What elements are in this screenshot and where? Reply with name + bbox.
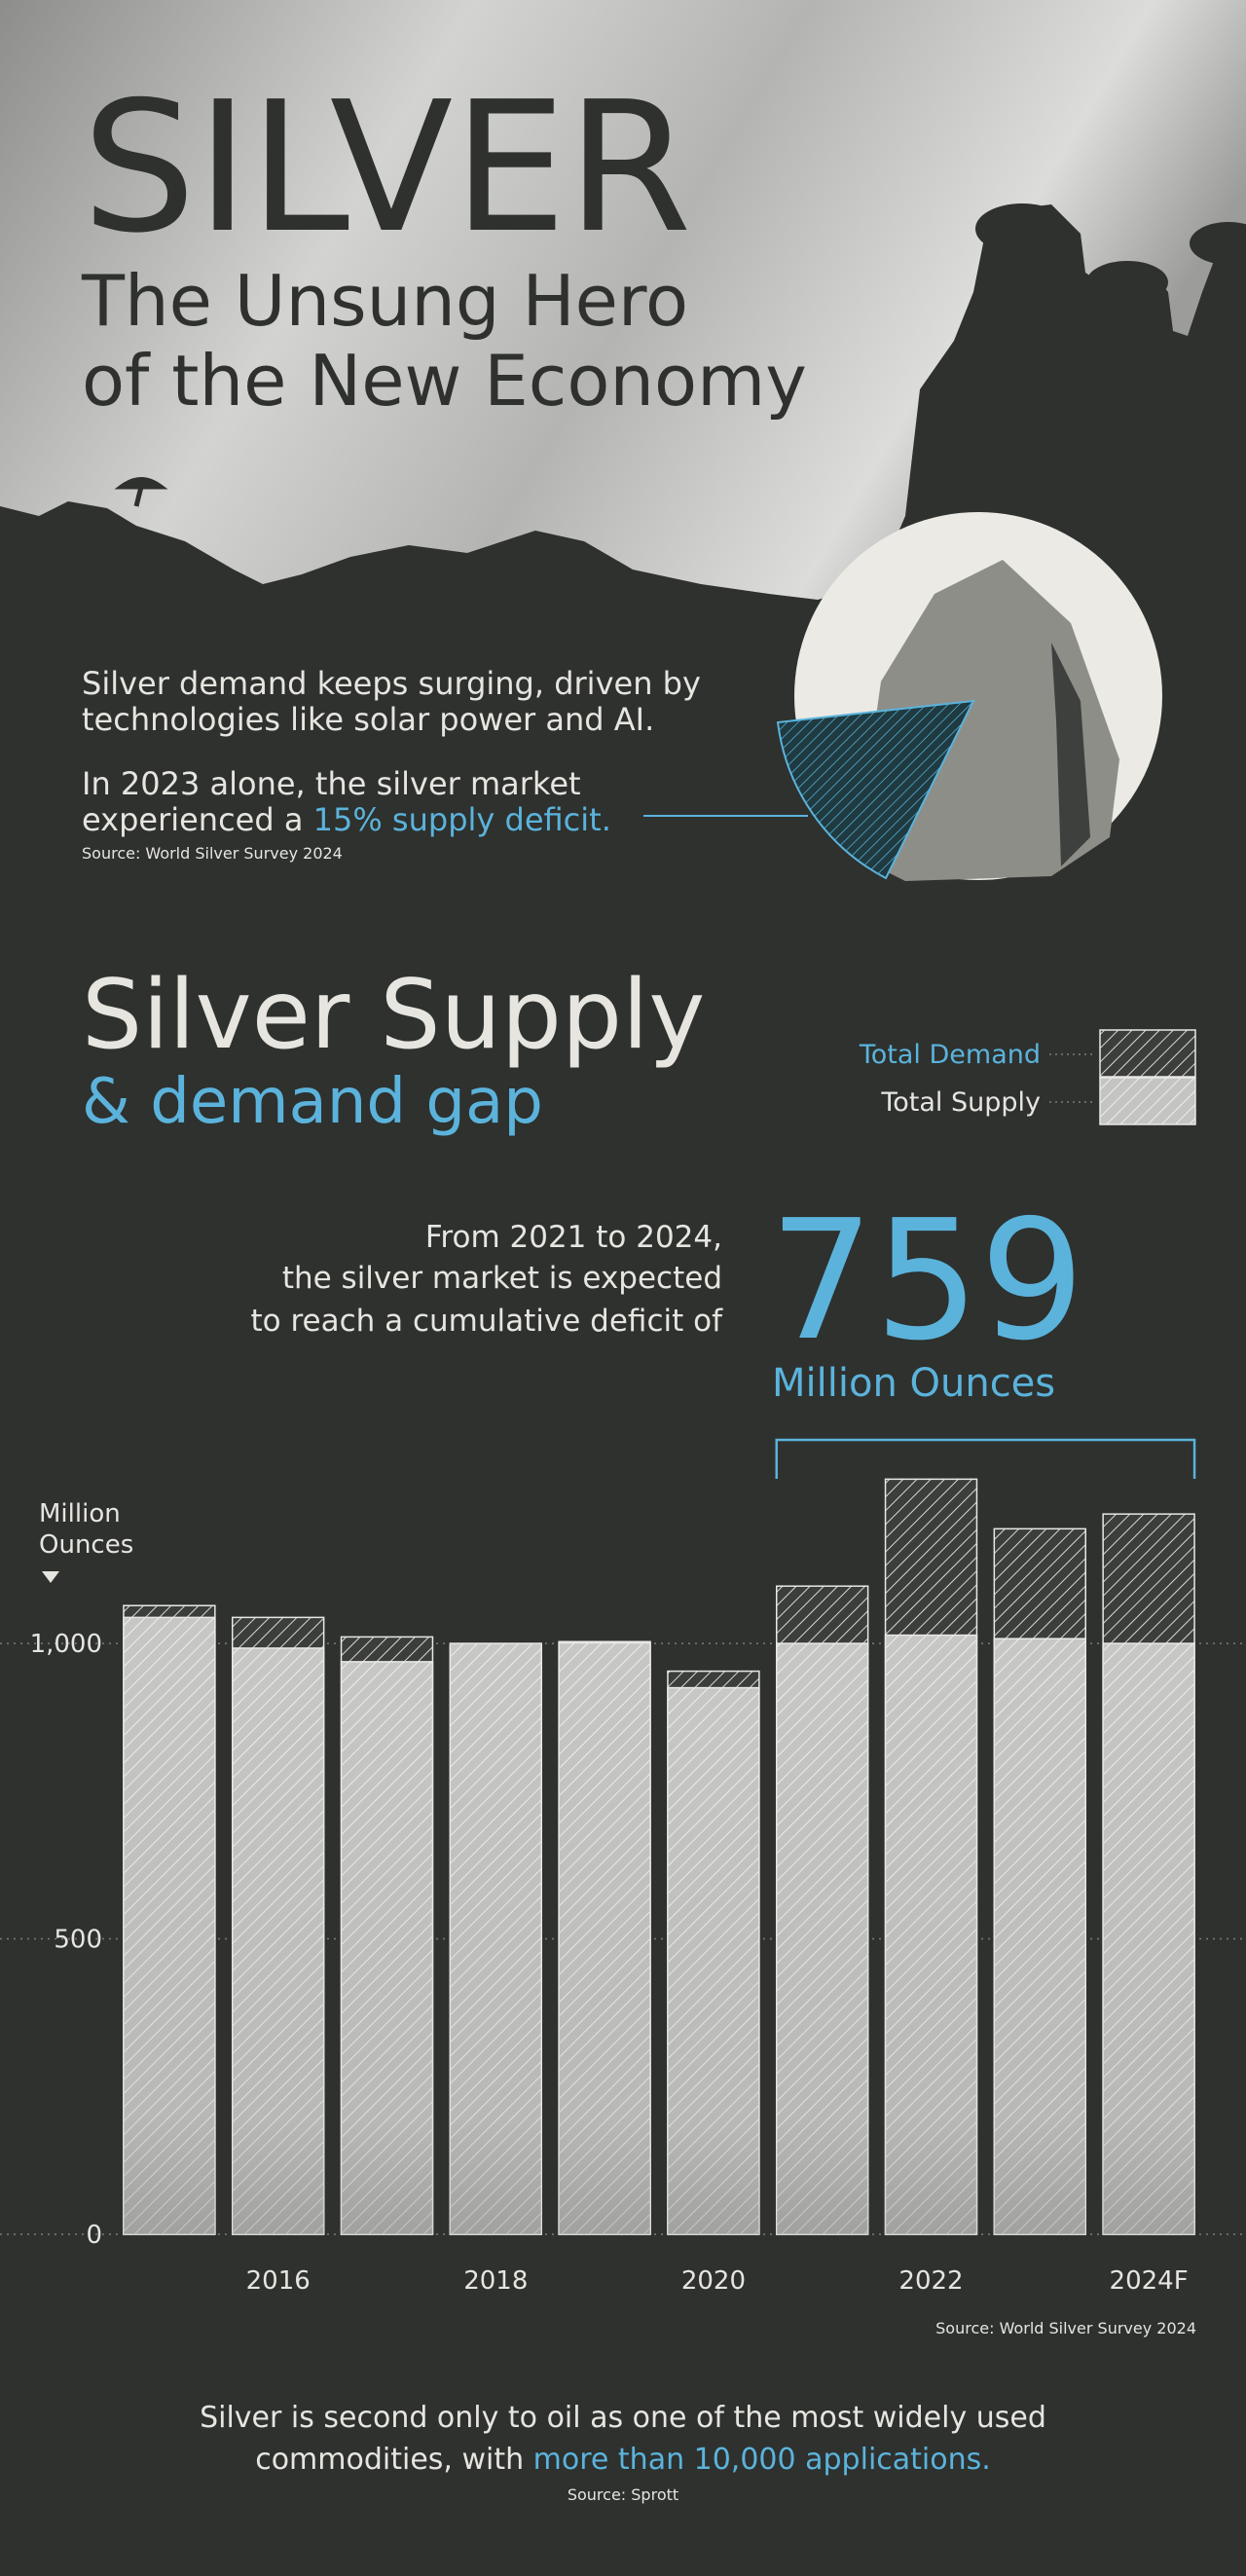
chart-title: Silver Supply [82, 960, 705, 1071]
intro-text: technologies like solar power and AI. [82, 701, 654, 738]
footer-text: Silver is second only to oil as one of t… [200, 2401, 1046, 2435]
bar-shade [559, 1642, 651, 2234]
legend-label: Total Demand [859, 1040, 1041, 1070]
intro-text: experienced a 15% supply deficit. [82, 801, 611, 838]
deficit-unit: Million Ounces [772, 1361, 1055, 1406]
x-tick-label: 2024F [1110, 2266, 1189, 2296]
y-tick-label: 1,000 [30, 1630, 102, 1659]
bracket [775, 1438, 1196, 1479]
y-tick-label: 500 [54, 1926, 102, 1955]
bar-shade [1103, 1643, 1195, 2234]
annotation-text: the silver market is expected [282, 1261, 722, 1296]
subtitle: of the New Economy [82, 340, 807, 422]
y-tick-label: 0 [86, 2221, 102, 2250]
title: SILVER [82, 62, 692, 273]
bar-shade [450, 1643, 542, 2234]
helmet [975, 203, 1069, 254]
highlight: more than 10,000 applications. [533, 2443, 991, 2477]
highlight: 15% supply deficit. [313, 801, 611, 838]
intro-text: In 2023 alone, the silver market [82, 765, 581, 802]
legend-swatch [1099, 1029, 1196, 1078]
bar-shade [776, 1643, 868, 2234]
footer-text: commodities, with [255, 2443, 532, 2477]
legend-label: Total Supply [880, 1087, 1041, 1118]
bar-shade [341, 1661, 433, 2234]
bar-shade [994, 1638, 1086, 2234]
source: Source: World Silver Survey 2024 [82, 844, 343, 863]
x-tick-label: 2018 [463, 2266, 528, 2296]
intro-text: experienced a [82, 801, 313, 838]
tree [114, 477, 168, 507]
axis-arrow [42, 1571, 59, 1583]
source: Source: World Silver Survey 2024 [935, 2319, 1196, 2337]
annotation-text: to reach a cumulative deficit of [250, 1304, 723, 1339]
deficit-wedge [776, 699, 975, 880]
legend-swatch [1099, 1077, 1196, 1125]
x-tick-label: 2020 [681, 2266, 746, 2296]
x-tick-label: 2022 [898, 2266, 963, 2296]
y-axis-label: Ounces [39, 1530, 133, 1560]
bar-shade [667, 1687, 759, 2234]
intro-text: Silver demand keeps surging, driven by [82, 665, 701, 702]
deficit-value: 759 [769, 1185, 1084, 1378]
y-axis-label: Million [39, 1499, 121, 1528]
helmet [1086, 261, 1168, 304]
subtitle: The Unsung Hero [81, 260, 688, 342]
bar-shade [232, 1647, 324, 2234]
footer-text: commodities, with more than 10,000 appli… [255, 2443, 991, 2477]
chart-subtitle: & demand gap [82, 1066, 543, 1138]
helmet [1190, 222, 1246, 265]
annotation-text: From 2021 to 2024, [425, 1220, 722, 1255]
bar-shade [123, 1617, 215, 2234]
bar-shade [885, 1635, 977, 2234]
source: Source: Sprott [568, 2485, 678, 2504]
rock-shade [1051, 643, 1090, 866]
x-tick-label: 2016 [246, 2266, 311, 2296]
